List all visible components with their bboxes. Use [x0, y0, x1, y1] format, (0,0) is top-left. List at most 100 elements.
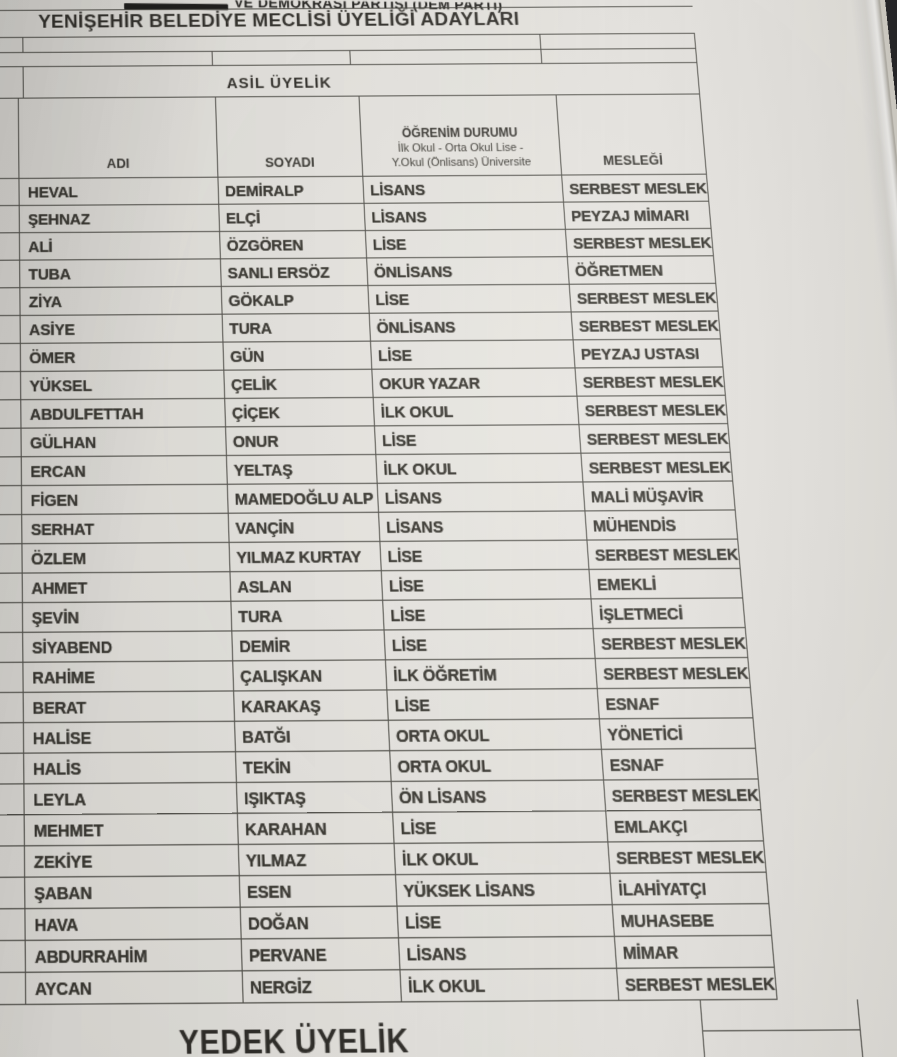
cell-ogrenim: LİSANS	[364, 202, 566, 231]
header-meslegi: MESLEĞİ	[556, 94, 707, 175]
cell-soyadi: ÇALIŞKAN	[233, 660, 388, 691]
cell-no	[0, 233, 21, 260]
cell-no	[0, 815, 25, 846]
cell-ogrenim: ÖNLİSANS	[369, 312, 574, 341]
header-soyadi: SOYADI	[215, 96, 364, 177]
cell-meslek: MALİ MÜŞAVİR	[583, 481, 736, 511]
footer-cells	[699, 999, 865, 1057]
cell-meslek: SERBEST MESLEK	[608, 841, 767, 873]
cell-ogrenim: İLK OKUL	[373, 396, 580, 426]
cell-adi: BERAT	[23, 691, 236, 723]
cell-adi: AHMET	[22, 572, 232, 603]
grid-line	[693, 33, 696, 48]
cell-no	[0, 400, 22, 428]
cell-soyadi: DOĞAN	[240, 906, 399, 939]
cell-ogrenim: ÖNLİSANS	[367, 257, 570, 285]
cell-soyadi: TEKİN	[236, 751, 392, 782]
cell-ogrenim: İLK OKUL	[376, 453, 584, 483]
cell-no	[0, 784, 25, 815]
grid-line	[211, 51, 213, 65]
cell-ogrenim: LİSE	[393, 811, 609, 843]
cell-ogrenim: LİSE	[397, 905, 615, 938]
header-adi: ADI	[18, 97, 219, 178]
cell-soyadi: DEMİR	[232, 630, 386, 661]
cell-ogrenim: LİSE	[365, 229, 568, 258]
cell-meslek: İŞLETMECİ	[591, 598, 746, 629]
cell-adi: ASİYE	[20, 314, 224, 343]
cell-meslek: EMEKLİ	[589, 568, 744, 599]
cell-no	[0, 515, 23, 544]
header-ogrenim: ÖĞRENİM DURUMU İlk Okul - Orta Okul Lise…	[359, 95, 563, 176]
header-ogrenim-line1: ÖĞRENİM DURUMU	[401, 125, 519, 141]
cell-meslek: YÖNETİCİ	[599, 718, 757, 749]
cell-adi: RAHİME	[23, 661, 235, 692]
cell-no	[0, 315, 21, 344]
cell-ogrenim: LİSE	[387, 689, 600, 720]
cell-ogrenim: ORTA OKUL	[388, 719, 602, 751]
cell-adi: FİGEN	[21, 484, 229, 514]
title-row: YENİŞEHİR BELEDİYE MECLİSİ ÜYELİĞİ ADAYL…	[0, 5, 695, 39]
cell-no	[0, 343, 22, 372]
page-title: YENİŞEHİR BELEDİYE MECLİSİ ÜYELİĞİ ADAYL…	[37, 8, 521, 33]
cell-ogrenim: YÜKSEK LİSANS	[396, 873, 613, 906]
cell-adi: SİYABEND	[23, 631, 234, 662]
cell-adi: ABDULFETTAH	[21, 398, 227, 428]
grid-line	[539, 34, 542, 49]
cell-soyadi: YELTAŞ	[226, 455, 378, 484]
cell-no	[0, 723, 25, 753]
cell-ogrenim: OKUR YAZAR	[372, 368, 578, 397]
cell-adi: HALİS	[24, 752, 237, 784]
cell-soyadi: SANLI ERSÖZ	[220, 258, 369, 286]
cell-ogrenim: LİSANS	[379, 511, 588, 541]
cell-adi: ŞEHNAZ	[19, 204, 221, 233]
cell-no	[0, 486, 23, 515]
cell-meslek: SERBEST MESLEK	[579, 424, 731, 453]
cell-soyadi: GÖKALP	[221, 286, 370, 314]
cell-soyadi: ÇELİK	[224, 369, 374, 398]
cell-adi: HAVA	[25, 907, 242, 940]
cell-meslek: SERBEST MESLEK	[565, 228, 714, 257]
candidate-table: VE DEMOKRASİ PARTİSİ (DEM PARTİ) YENİŞEH…	[0, 0, 865, 1057]
cell-meslek: SERBEST MESLEK	[587, 539, 741, 569]
cell-meslek: MUHASEBE	[612, 904, 773, 936]
grid-line	[22, 67, 24, 98]
cell-ogrenim: LİSANS	[363, 175, 564, 203]
cell-soyadi: ÖZGÖREN	[220, 231, 368, 259]
header-ogrenim-line2: İlk Okul - Orta Okul Lise -	[397, 141, 524, 155]
cell-no	[0, 573, 23, 603]
cell-meslek: SERBEST MESLEK	[562, 174, 710, 202]
cell-ogrenim: LİSANS	[399, 936, 618, 970]
cell-adi: TUBA	[20, 259, 222, 288]
cell-soyadi: BATĞI	[235, 720, 391, 752]
table-header-row: O ADI SOYADI ÖĞRENİM DURUMU İlk Okul - O…	[0, 94, 707, 180]
cell-soyadi: YILMAZ KURTAY	[229, 541, 382, 572]
grid-line	[349, 51, 351, 65]
cell-adi: ÖMER	[20, 342, 225, 371]
cell-meslek: SERBEST MESLEK	[581, 452, 734, 482]
table-body: HEVAL DEMİRALP LİSANS SERBEST MESLEK ŞEHNAZ E…	[0, 174, 778, 1006]
cell-meslek: ESNAF	[602, 748, 759, 780]
cell-ogrenim: ÖN LİSANS	[391, 780, 607, 812]
cell-no	[0, 371, 22, 400]
cell-no	[0, 206, 20, 233]
header-ogrenim-line3: Y.Okul (Önlisans) Üniversite	[391, 156, 532, 170]
header-no: O	[0, 98, 20, 179]
cell-meslek: PEYZAJ MİMARI	[564, 201, 712, 229]
cell-meslek: SERBEST MESLEK	[571, 311, 722, 340]
cell-ogrenim: LİSE	[381, 569, 592, 600]
cell-no	[0, 544, 23, 573]
cell-soyadi: GÜN	[223, 341, 373, 370]
cell-no	[0, 603, 24, 633]
cell-meslek: EMLAKÇI	[606, 810, 764, 842]
grid-line	[540, 49, 543, 63]
cell-ogrenim: ORTA OKUL	[390, 749, 605, 781]
section-title-asil: ASİL ÜYELİK	[226, 74, 333, 93]
cell-meslek: ESNAF	[597, 688, 754, 719]
cell-no	[0, 457, 22, 486]
cell-meslek: SERBEST MESLEK	[569, 283, 719, 312]
cell-adi: GÜLHAN	[21, 427, 227, 457]
cell-no	[0, 877, 26, 909]
cell-soyadi: ÇİÇEK	[225, 398, 375, 427]
